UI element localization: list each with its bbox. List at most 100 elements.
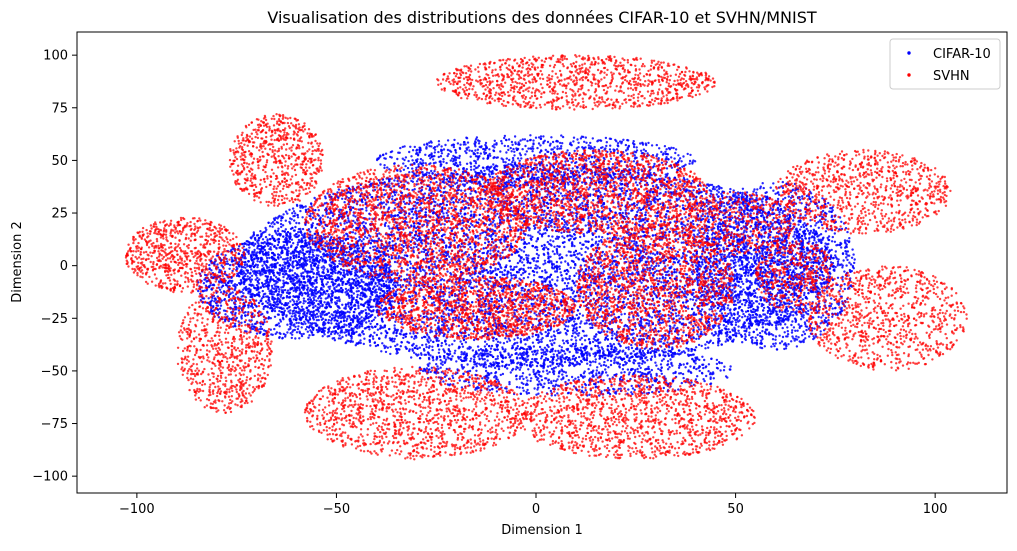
scatter-point [525, 253, 528, 257]
scatter-point [399, 345, 402, 348]
scatter-point [409, 284, 413, 287]
scatter-point [506, 340, 509, 343]
scatter-point [543, 244, 546, 247]
scatter-point [755, 313, 758, 316]
scatter-point [613, 332, 616, 335]
scatter-point [457, 347, 460, 350]
scatter-point [814, 290, 817, 294]
scatter-point [578, 312, 582, 315]
scatter-point [523, 246, 526, 249]
scatter-point [544, 262, 547, 265]
scatter-point [496, 340, 500, 343]
scatter-point [504, 337, 507, 340]
scatter-point [317, 209, 320, 212]
scatter-point [673, 271, 676, 274]
scatter-point [615, 304, 619, 307]
scatter-point [385, 203, 388, 206]
scatter-point [525, 256, 528, 259]
scatter-point [560, 346, 563, 349]
scatter-point [632, 248, 635, 252]
scatter-point [581, 201, 584, 205]
scatter-point [547, 234, 550, 238]
scatter-point [510, 277, 513, 280]
scatter-point [519, 169, 522, 172]
scatter-point [459, 212, 462, 215]
scatter-point [780, 280, 784, 283]
scatter-point [727, 328, 730, 331]
scatter-point [692, 233, 695, 236]
scatter-point [482, 322, 485, 325]
scatter-point [517, 201, 521, 204]
scatter-point [633, 286, 636, 290]
scatter-point [583, 334, 586, 337]
scatter-point [446, 330, 450, 334]
scatter-point [470, 248, 473, 251]
scatter-point [368, 328, 371, 331]
scatter-point [281, 224, 285, 227]
scatter-point [613, 244, 616, 247]
scatter-point [738, 314, 741, 318]
scatter-point [412, 342, 415, 346]
scatter-point [345, 319, 348, 323]
scatter-point [351, 265, 355, 268]
scatter-point [372, 309, 375, 312]
scatter-point [645, 337, 649, 340]
scatter-point [296, 216, 300, 219]
scatter-point [666, 246, 669, 249]
scatter-point [371, 305, 374, 308]
scatter-point [431, 348, 434, 352]
scatter-point [385, 280, 388, 283]
scatter-point [532, 283, 535, 286]
scatter-point [701, 263, 704, 266]
scatter-point [778, 210, 781, 214]
scatter-point [470, 168, 473, 171]
scatter-point [312, 318, 315, 321]
scatter-point [291, 312, 294, 315]
scatter-point [611, 334, 614, 337]
series-cifar-10 [196, 134, 856, 397]
scatter-point [540, 280, 544, 283]
scatter-point [520, 249, 523, 252]
scatter-point [422, 250, 426, 254]
scatter-point [795, 231, 799, 234]
scatter-point [472, 338, 476, 342]
scatter-point [561, 194, 564, 198]
scatter-point [328, 315, 332, 318]
scatter-point [551, 250, 555, 253]
scatter-point [576, 252, 579, 256]
scatter-point [682, 241, 685, 244]
scatter-point [624, 194, 627, 197]
scatter-point [347, 305, 350, 308]
scatter-point [580, 247, 583, 250]
scatter-point [718, 225, 722, 229]
scatter-point [650, 285, 653, 288]
scatter-point [614, 284, 617, 288]
scatter-point [728, 330, 732, 334]
scatter-point [276, 261, 279, 265]
scatter-point [521, 261, 524, 264]
scatter-point [388, 227, 391, 230]
scatter-point [516, 345, 519, 348]
scatter-point [298, 283, 301, 286]
scatter-point [542, 263, 545, 266]
scatter-point [734, 219, 737, 222]
scatter-point [529, 165, 532, 168]
scatter-point [409, 332, 412, 335]
scatter-point [314, 304, 317, 308]
scatter-point [516, 341, 519, 344]
scatter-point [697, 343, 701, 347]
scatter-point [274, 229, 277, 232]
scatter-point [452, 201, 455, 204]
scatter-point [294, 212, 297, 215]
scatter-point [304, 328, 308, 331]
scatter-point [520, 289, 523, 292]
scatter-point [620, 189, 624, 193]
scatter-point [756, 202, 759, 205]
scatter-point [717, 337, 720, 340]
scatter-point [531, 341, 535, 344]
scatter-point [566, 235, 569, 238]
scatter-point [372, 337, 375, 340]
scatter-point [489, 350, 492, 354]
scatter-point [461, 345, 465, 348]
scatter-point [594, 235, 598, 239]
